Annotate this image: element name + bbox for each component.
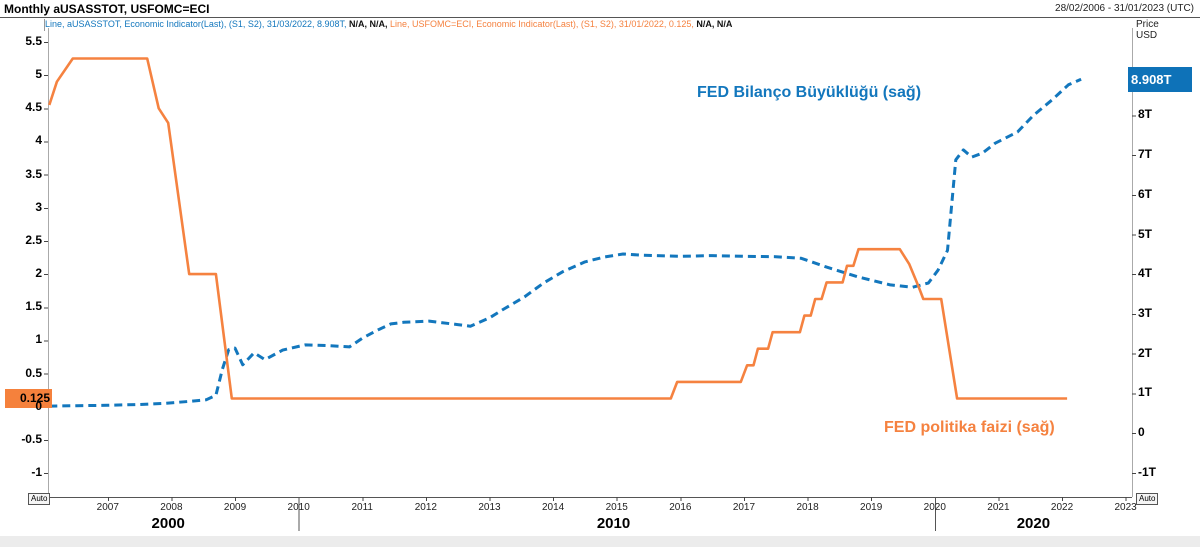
balance-sheet-annotation: FED Bilanço Büyüklüğü (sağ) xyxy=(697,84,922,101)
x-axis-tick-label: 2009 xyxy=(223,502,247,513)
left-axis-auto-button[interactable]: Auto xyxy=(28,493,51,505)
left-axis-tick-label: 4 xyxy=(35,133,42,148)
balance-sheet-last-value-badge: 8.908T xyxy=(1128,66,1192,92)
x-axis-tick-label: 2017 xyxy=(732,502,756,513)
right-axis-tick-label: 1T xyxy=(1138,385,1153,400)
date-range: 28/02/2006 - 31/01/2023 (UTC) xyxy=(1055,3,1194,14)
policy-rate-line[interactable] xyxy=(48,57,1068,400)
x-axis-tick-label: 2014 xyxy=(541,502,565,513)
x-axis-tick-label: 2011 xyxy=(351,502,373,513)
decade-label: 2000 xyxy=(151,515,185,532)
right-axis-unit-price: Price xyxy=(1136,19,1159,30)
right-axis-tick-label: 5T xyxy=(1138,226,1153,241)
right-axis-tick-label: 7T xyxy=(1138,147,1153,162)
chart-title: Monthly aUSASSTOT, USFOMC=ECI xyxy=(4,2,210,16)
x-axis-tick-label: 2021 xyxy=(987,502,1010,513)
right-axis-tick-label: 2T xyxy=(1138,345,1153,360)
left-axis-tick-label: 2 xyxy=(35,266,42,281)
right-axis-unit-currency: USD xyxy=(1136,30,1158,41)
right-axis-tick-label: 4T xyxy=(1138,266,1153,281)
x-axis-tick-label: 2019 xyxy=(860,502,883,513)
left-axis-tick-label: 1 xyxy=(35,332,42,347)
left-axis-tick-label: 2.5 xyxy=(25,232,42,247)
footer-strip xyxy=(0,536,1200,547)
legend-series-rate[interactable]: Line, USFOMC=ECI, Economic Indicator(Las… xyxy=(390,19,697,29)
legend-series-balance[interactable]: Line, aUSASSTOT, Economic Indicator(Last… xyxy=(45,19,349,29)
legend-series-balance-na: N/A, N/A, xyxy=(349,19,391,29)
x-axis-tick-label: 2007 xyxy=(96,502,119,513)
left-axis-tick-label: 5.5 xyxy=(25,33,42,48)
right-axis-tick-label: 0 xyxy=(1138,425,1145,440)
right-axis-tick-label: 8T xyxy=(1138,107,1153,122)
x-axis-tick-label: 2013 xyxy=(478,502,501,513)
decade-label: 2010 xyxy=(596,515,631,532)
x-axis-tick-label: 2012 xyxy=(414,502,437,513)
x-axis-tick-label: 2008 xyxy=(160,502,183,513)
left-axis-tick-label: 1.5 xyxy=(25,299,42,314)
right-axis-auto-button[interactable]: Auto xyxy=(1136,493,1159,505)
left-axis-tick-label: 3 xyxy=(35,199,42,214)
right-axis-unit: Price USD xyxy=(1136,19,1159,41)
left-axis-tick-label: -0.5 xyxy=(21,431,42,446)
policy-rate-last-value-badge: 0.125 xyxy=(5,388,52,408)
x-axis-tick-label: 2015 xyxy=(605,502,628,513)
right-axis-tick-label: 3T xyxy=(1138,305,1153,320)
x-axis-tick-label: 2010 xyxy=(287,502,310,513)
left-axis-tick-label: 0.5 xyxy=(25,365,42,380)
right-axis-tick-label: 6T xyxy=(1138,186,1153,201)
left-axis-tick-label: 0 xyxy=(35,398,42,413)
left-axis-tick-label: -1 xyxy=(31,465,42,480)
legend-series-rate-na: N/A, N/A xyxy=(696,19,733,29)
x-axis-tick-label: 2016 xyxy=(669,502,692,513)
left-axis-tick-label: 3.5 xyxy=(25,166,42,181)
x-axis-tick-label: 2020 xyxy=(923,502,946,513)
policy-rate-annotation: FED politika faizi (sağ) xyxy=(884,419,1055,436)
x-axis-tick-label: 2022 xyxy=(1050,502,1074,513)
left-axis-tick-label: 5 xyxy=(35,67,42,82)
legend: Line, aUSASSTOT, Economic Indicator(Last… xyxy=(45,19,732,29)
x-axis-tick-label: 2023 xyxy=(1114,502,1137,513)
decade-label: 2020 xyxy=(1016,515,1051,532)
left-axis-tick-label: 4.5 xyxy=(25,100,42,115)
right-axis-tick-label: -1T xyxy=(1138,464,1156,479)
x-axis-tick-label: 2018 xyxy=(796,502,819,513)
balance-sheet-line[interactable] xyxy=(49,77,1082,408)
